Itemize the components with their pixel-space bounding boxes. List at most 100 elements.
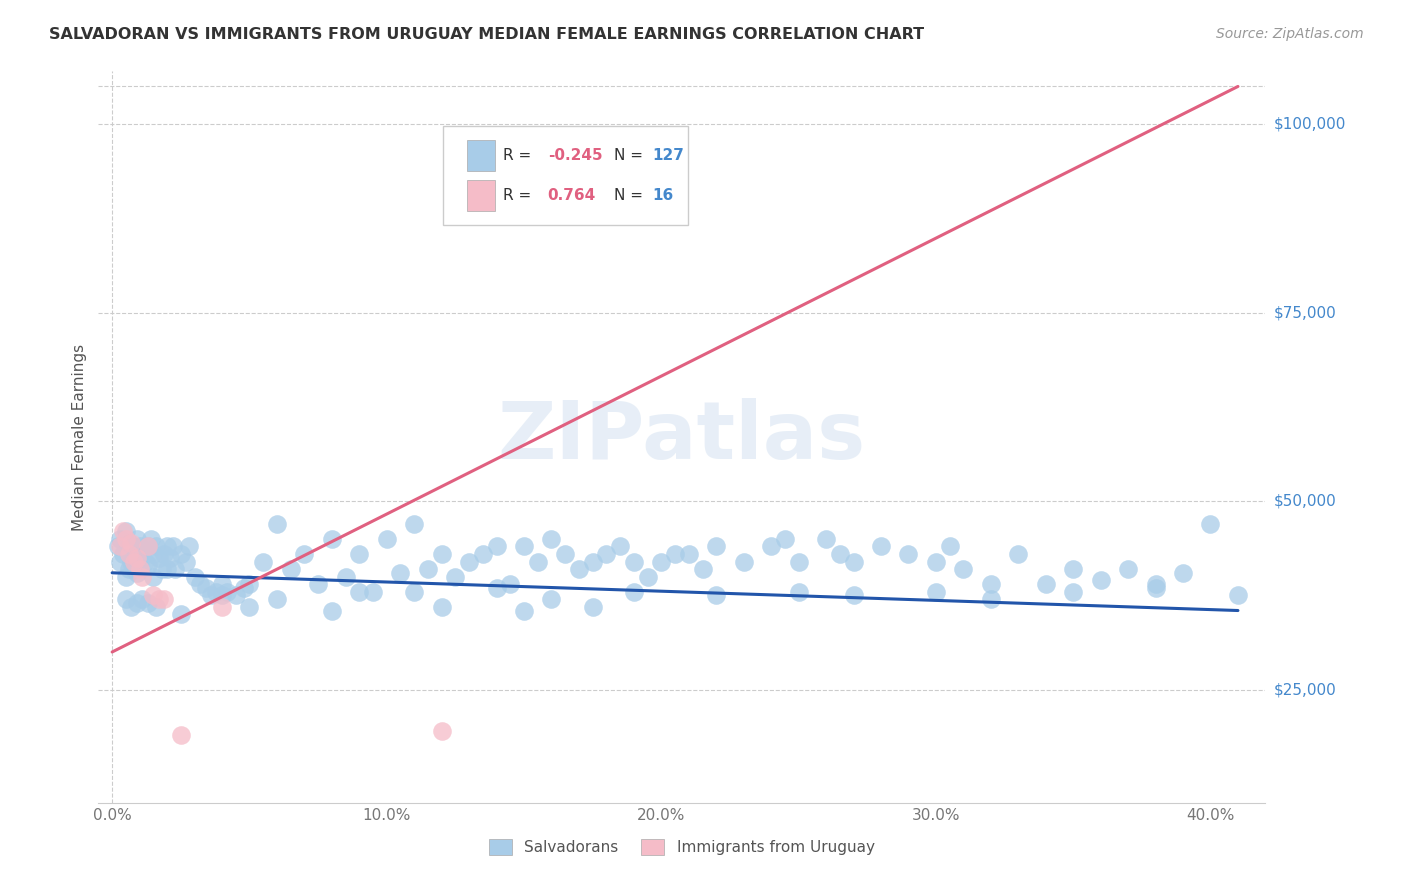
Point [321,603,343,617]
Point [128,554,150,568]
Point [188,577,211,591]
Point [375,532,398,546]
Point [458,554,481,568]
Point [582,599,605,614]
Point [112,524,135,539]
Point [142,547,165,561]
Point [170,607,193,622]
Point [125,532,148,546]
Point [623,554,645,568]
Point [139,532,162,546]
Point [128,540,150,554]
Point [292,547,315,561]
Point [925,584,948,599]
Point [307,577,329,591]
Point [842,589,865,603]
Point [416,562,439,576]
Point [128,562,150,576]
Point [444,569,467,583]
Point [471,547,494,561]
Point [430,547,453,561]
Point [110,532,132,546]
Point [526,554,548,568]
Point [115,532,138,546]
Point [349,584,371,599]
Point [156,540,179,554]
Point [120,535,142,549]
Text: Source: ZipAtlas.com: Source: ZipAtlas.com [1216,27,1364,41]
Point [120,540,142,554]
Point [136,558,159,573]
Point [704,589,727,603]
Point [733,554,755,568]
Text: N =: N = [614,148,648,163]
Point [637,569,659,583]
Point [205,584,228,599]
Point [120,599,142,614]
Point [170,728,193,742]
Point [115,592,138,607]
Point [280,562,302,576]
Point [125,596,148,610]
Point [897,547,920,561]
Point [131,543,153,558]
Point [361,584,384,599]
Point [389,566,412,580]
Point [349,547,371,561]
Point [125,550,148,565]
Point [980,592,1002,607]
Point [938,540,960,554]
Text: $100,000: $100,000 [1274,117,1346,132]
Point [115,569,138,583]
Point [136,540,159,554]
FancyBboxPatch shape [467,180,495,211]
Text: 127: 127 [652,148,685,163]
Point [513,603,536,617]
Point [540,532,562,546]
Point [1144,577,1167,591]
Point [609,540,631,554]
Point [153,547,176,561]
Text: $50,000: $50,000 [1274,493,1336,508]
Point [194,581,217,595]
Point [787,584,810,599]
Point [650,554,672,568]
Point [110,554,132,568]
Point [773,532,796,546]
Point [321,532,343,546]
Point [148,550,170,565]
Text: SALVADORAN VS IMMIGRANTS FROM URUGUAY MEDIAN FEMALE EARNINGS CORRELATION CHART: SALVADORAN VS IMMIGRANTS FROM URUGUAY ME… [49,27,924,42]
Point [1062,584,1084,599]
Text: N =: N = [614,188,648,203]
Point [112,547,135,561]
Point [252,554,274,568]
Point [1090,574,1112,588]
Point [513,540,536,554]
Point [842,554,865,568]
Point [156,562,179,576]
Point [692,562,714,576]
Point [238,577,260,591]
Point [148,592,170,607]
Point [153,592,176,607]
Point [200,589,222,603]
Point [499,577,522,591]
Point [131,592,153,607]
Point [787,554,810,568]
Point [266,516,288,531]
Point [150,562,173,576]
Point [540,592,562,607]
Point [952,562,974,576]
Point [211,599,233,614]
Point [1007,547,1029,561]
Point [225,589,247,603]
Point [217,584,239,599]
Point [430,724,453,739]
Point [162,540,184,554]
Point [1062,562,1084,576]
Point [165,562,187,576]
Point [815,532,838,546]
Point [122,547,145,561]
Point [233,581,256,595]
Point [759,540,782,554]
